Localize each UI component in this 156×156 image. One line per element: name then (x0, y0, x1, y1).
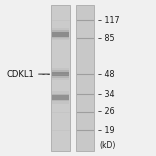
Bar (52, 30, 69, 38)
Bar (52, 95, 69, 100)
Bar (52, 70, 69, 78)
Bar (52, 72, 69, 76)
Bar (52, 91, 69, 104)
Bar (51, 5, 70, 151)
Text: (kD): (kD) (100, 141, 116, 150)
Text: – 117: – 117 (98, 16, 120, 25)
Text: CDKL1: CDKL1 (7, 70, 34, 79)
Text: – 26: – 26 (98, 107, 115, 116)
Bar (76, 5, 94, 151)
Bar (52, 32, 69, 37)
Text: – 19: – 19 (98, 126, 115, 135)
Bar (52, 94, 69, 101)
Bar (52, 68, 69, 80)
Bar (52, 28, 69, 40)
Text: – 85: – 85 (98, 34, 115, 43)
Text: – 48: – 48 (98, 70, 115, 79)
Text: – 34: – 34 (98, 90, 115, 99)
Text: --: -- (36, 70, 51, 79)
